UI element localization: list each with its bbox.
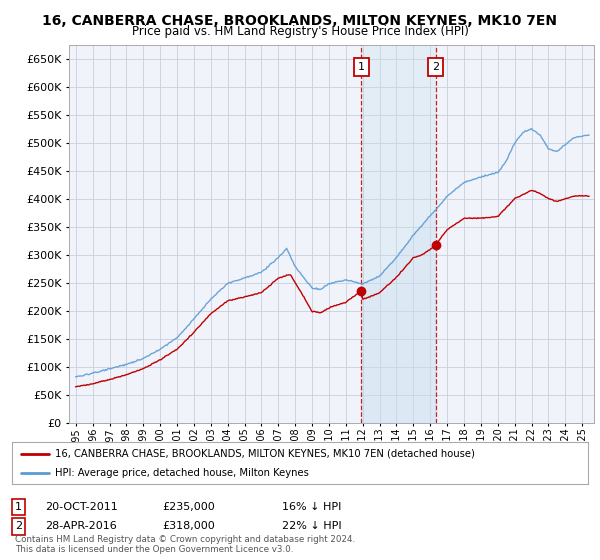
Text: Contains HM Land Registry data © Crown copyright and database right 2024.: Contains HM Land Registry data © Crown c… — [15, 535, 355, 544]
Text: Price paid vs. HM Land Registry's House Price Index (HPI): Price paid vs. HM Land Registry's House … — [131, 25, 469, 38]
Text: This data is licensed under the Open Government Licence v3.0.: This data is licensed under the Open Gov… — [15, 545, 293, 554]
Text: 1: 1 — [358, 62, 365, 72]
Text: 16% ↓ HPI: 16% ↓ HPI — [282, 502, 341, 512]
Text: 16, CANBERRA CHASE, BROOKLANDS, MILTON KEYNES, MK10 7EN: 16, CANBERRA CHASE, BROOKLANDS, MILTON K… — [43, 14, 557, 28]
Text: 16, CANBERRA CHASE, BROOKLANDS, MILTON KEYNES, MK10 7EN (detached house): 16, CANBERRA CHASE, BROOKLANDS, MILTON K… — [55, 449, 475, 459]
Text: HPI: Average price, detached house, Milton Keynes: HPI: Average price, detached house, Milt… — [55, 468, 309, 478]
Text: 22% ↓ HPI: 22% ↓ HPI — [282, 521, 341, 531]
Text: 2: 2 — [432, 62, 439, 72]
Bar — [361, 45, 436, 423]
Text: £235,000: £235,000 — [162, 502, 215, 512]
Text: 28-APR-2016: 28-APR-2016 — [45, 521, 117, 531]
Text: 2: 2 — [15, 521, 22, 531]
Text: 1: 1 — [15, 502, 22, 512]
Text: £318,000: £318,000 — [162, 521, 215, 531]
Text: 20-OCT-2011: 20-OCT-2011 — [45, 502, 118, 512]
